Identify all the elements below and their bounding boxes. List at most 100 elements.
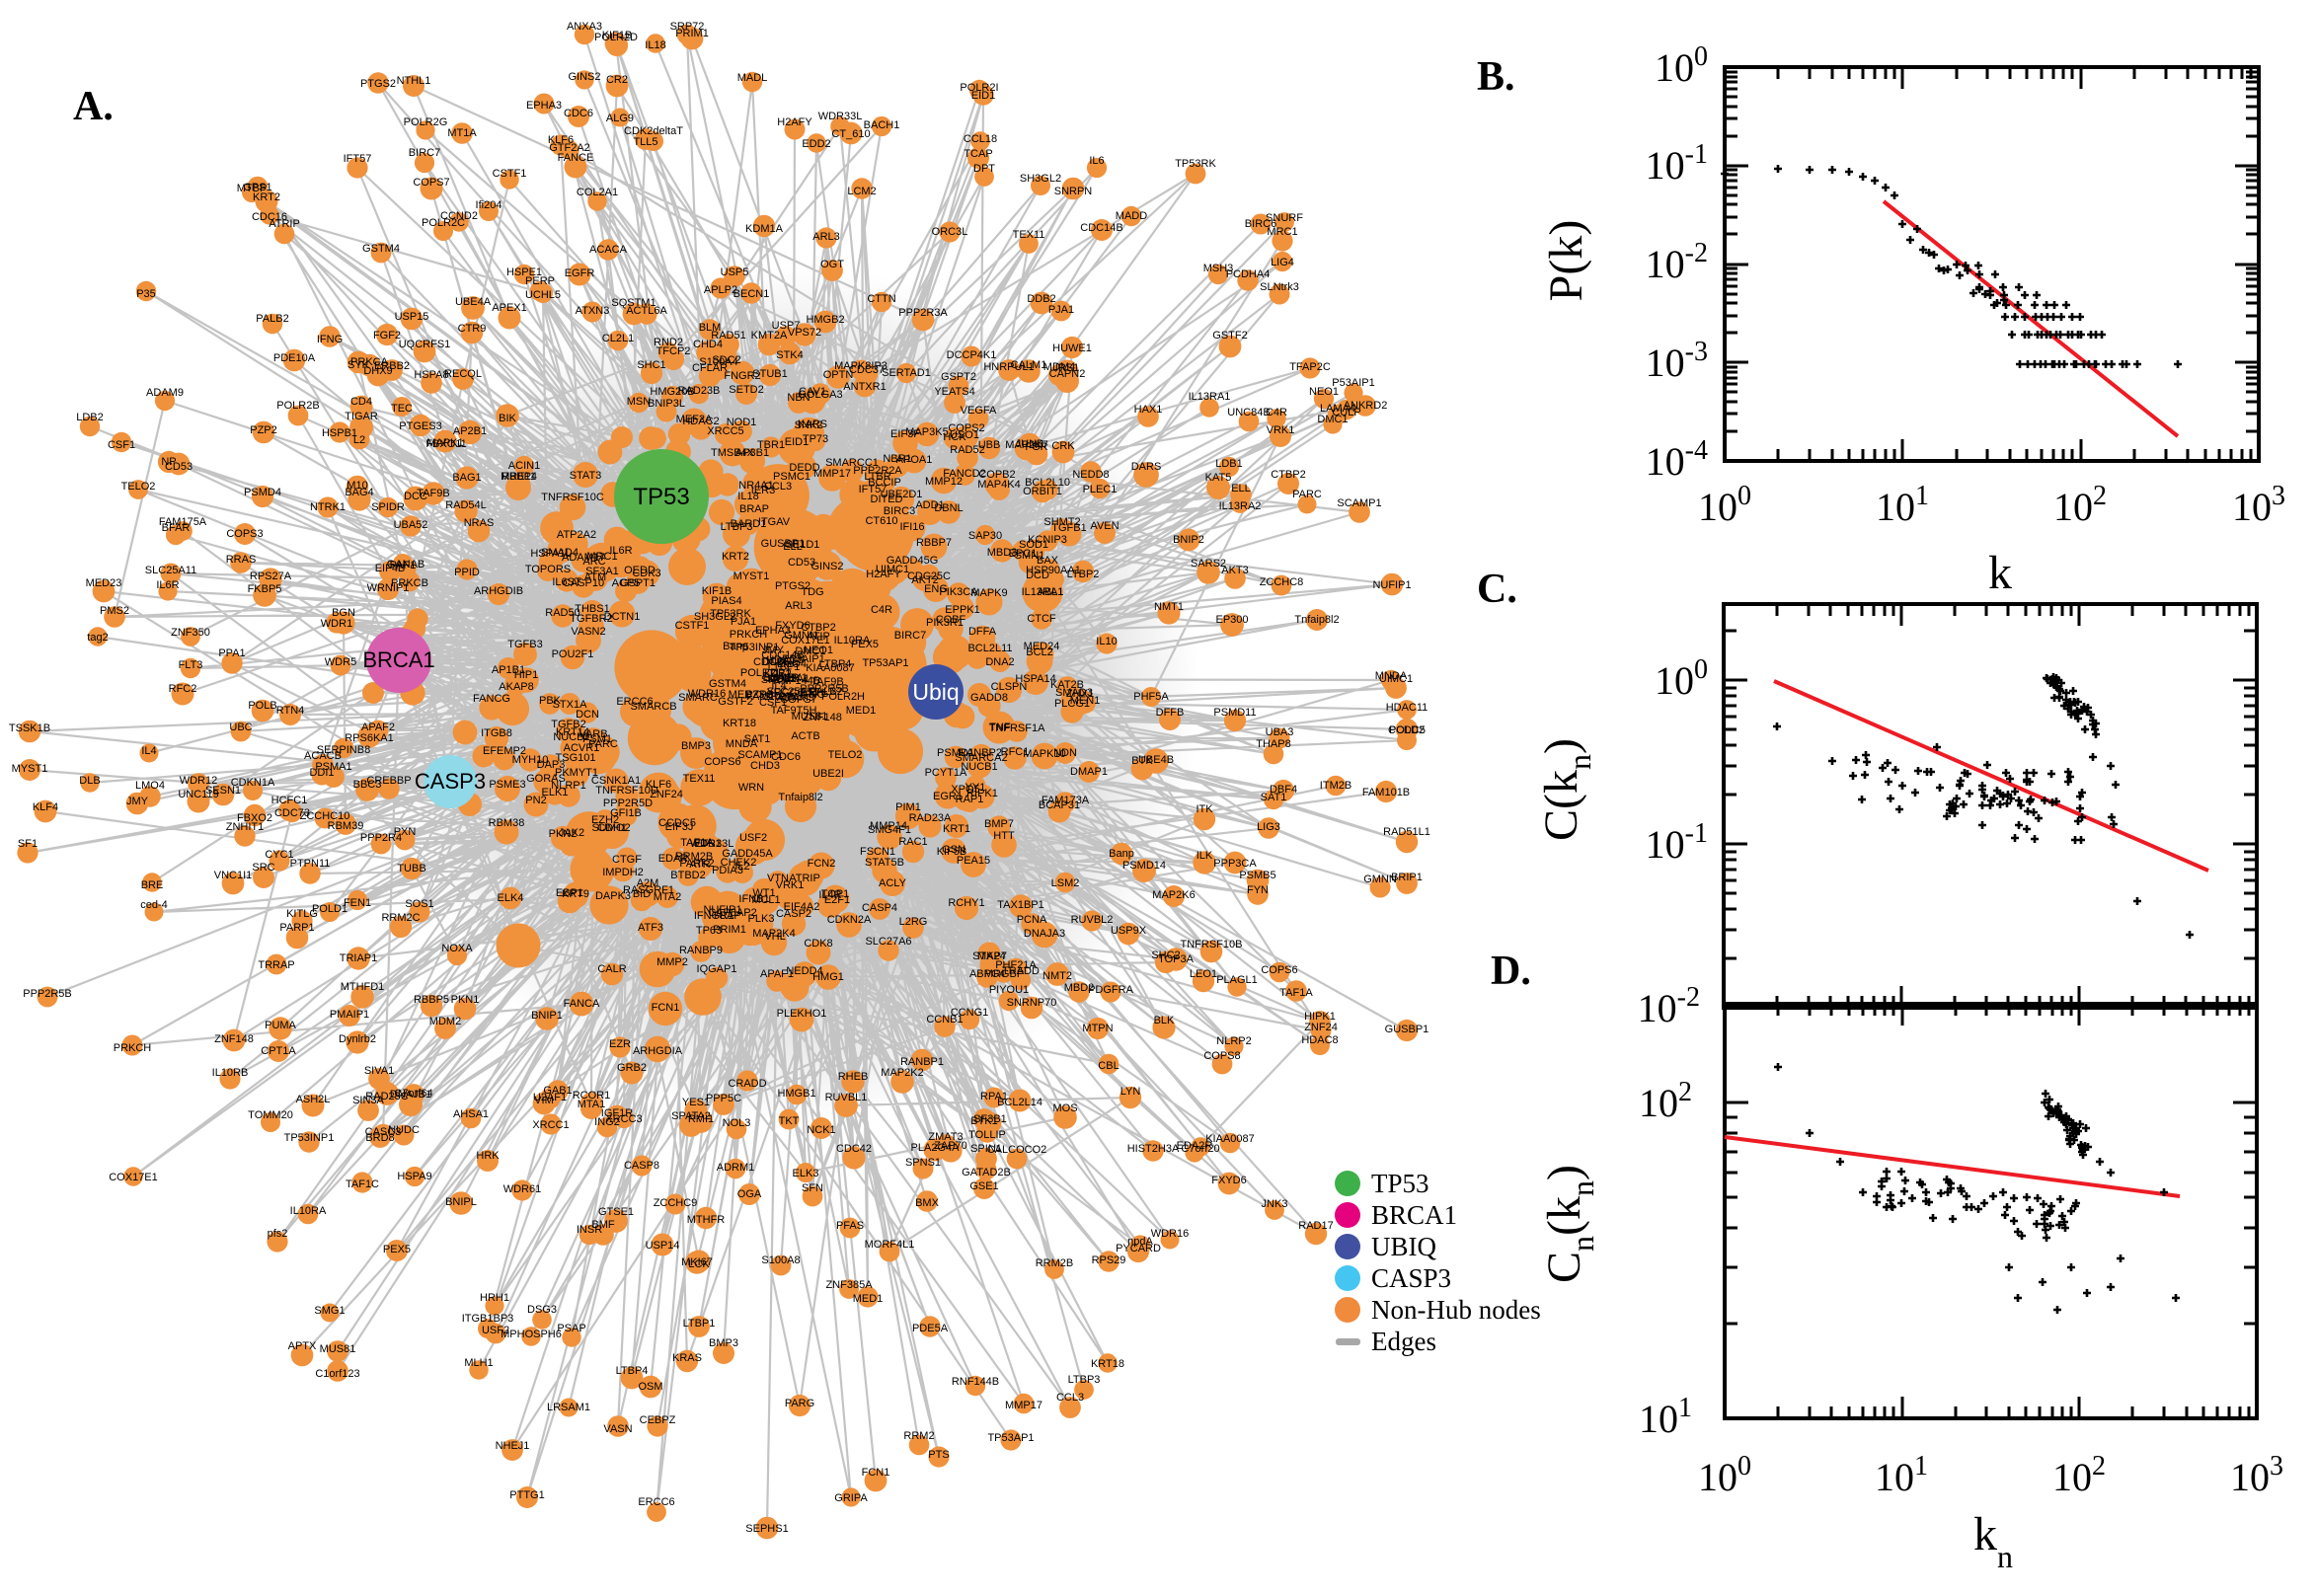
svg-text:HSPE1: HSPE1 (506, 266, 542, 278)
svg-text:102: 102 (2052, 1451, 2106, 1499)
svg-text:SPNS1: SPNS1 (905, 1157, 941, 1169)
svg-text:ORBIT1: ORBIT1 (1023, 486, 1062, 497)
svg-text:PLEKHO1: PLEKHO1 (777, 1008, 827, 1020)
svg-text:HAX1: HAX1 (1134, 404, 1163, 416)
svg-text:PSM1: PSM1 (582, 733, 612, 745)
svg-text:CCND2: CCND2 (440, 210, 478, 222)
svg-text:OGA: OGA (737, 1188, 762, 1200)
svg-text:USP15: USP15 (395, 311, 429, 323)
svg-text:RANBP9: RANBP9 (679, 945, 723, 956)
svg-text:MAP3K5: MAP3K5 (905, 426, 948, 438)
svg-text:BRE: BRE (777, 656, 800, 668)
svg-text:CAP8AP2: CAP8AP2 (708, 907, 757, 919)
svg-text:PPP2R5D: PPP2R5D (603, 798, 653, 809)
svg-text:SNRNP70: SNRNP70 (1007, 997, 1057, 1009)
svg-text:TGFBR2: TGFBR2 (570, 613, 612, 625)
svg-text:NUCB2: NUCB2 (553, 731, 589, 743)
svg-text:PMS2: PMS2 (100, 605, 129, 617)
svg-text:USF2: USF2 (482, 1325, 509, 1336)
svg-text:ATRIP: ATRIP (269, 218, 300, 230)
svg-text:EID1: EID1 (971, 90, 995, 102)
svg-text:COPS3: COPS3 (226, 528, 263, 540)
svg-text:KAT2B: KAT2B (1050, 679, 1084, 691)
svg-text:k: k (1988, 547, 2012, 599)
svg-text:KRT2: KRT2 (253, 191, 280, 203)
svg-text:KIAA0087: KIAA0087 (806, 662, 855, 674)
svg-text:MMP12: MMP12 (925, 476, 963, 488)
svg-text:LDB2: LDB2 (764, 668, 792, 680)
svg-text:CAPN2: CAPN2 (1049, 368, 1086, 380)
svg-text:LTBP3: LTBP3 (721, 521, 753, 533)
svg-text:KRT2: KRT2 (722, 551, 749, 563)
svg-text:CALM1: CALM1 (1011, 359, 1047, 371)
svg-text:TRRAP: TRRAP (258, 959, 294, 971)
svg-text:FKBP5: FKBP5 (248, 583, 282, 595)
svg-text:POLR2B: POLR2B (276, 400, 319, 412)
svg-text:DFFA: DFFA (968, 626, 997, 638)
svg-text:ATP2A2: ATP2A2 (557, 529, 596, 541)
svg-text:ZNF24: ZNF24 (650, 789, 683, 800)
svg-text:P35: P35 (136, 288, 156, 300)
svg-text:STK24: STK24 (972, 950, 1006, 962)
svg-text:MSH3: MSH3 (1203, 263, 1234, 274)
svg-text:PTGS2: PTGS2 (360, 78, 396, 90)
svg-text:DFFB: DFFB (1156, 707, 1185, 719)
svg-text:STUB1: STUB1 (752, 368, 787, 380)
svg-text:BNIP3L: BNIP3L (648, 398, 685, 410)
svg-text:PIK3CA: PIK3CA (939, 586, 978, 598)
svg-text:AP3B1: AP3B1 (735, 447, 769, 459)
svg-text:ING2: ING2 (594, 1116, 620, 1128)
svg-text:GSE1: GSE1 (969, 1180, 998, 1192)
svg-text:KDM1A: KDM1A (745, 223, 784, 235)
svg-text:AKT2: AKT2 (911, 574, 939, 586)
svg-text:PARP1: PARP1 (279, 922, 314, 934)
svg-text:EFEMP2: EFEMP2 (483, 745, 526, 757)
svg-text:CHD3: CHD3 (750, 760, 780, 772)
svg-text:UBC: UBC (229, 722, 252, 733)
svg-text:DCC: DCC (404, 491, 427, 502)
svg-text:ACTL6A: ACTL6A (626, 305, 667, 317)
svg-text:NDN: NDN (1053, 747, 1077, 759)
svg-text:DCN: DCN (576, 709, 599, 721)
svg-text:PSMD4: PSMD4 (244, 487, 281, 498)
svg-text:IL6R: IL6R (156, 579, 179, 591)
svg-text:PARK2: PARK2 (679, 858, 714, 870)
svg-text:POLR2D: POLR2D (594, 32, 638, 43)
svg-text:MADL: MADL (737, 72, 768, 84)
svg-text:PALB2: PALB2 (810, 686, 842, 698)
svg-text:ATRIP: ATRIP (789, 873, 820, 884)
svg-text:GUSBP1: GUSBP1 (1385, 1024, 1429, 1035)
svg-text:SHC1: SHC1 (637, 359, 665, 371)
svg-text:ETS1: ETS1 (694, 838, 722, 850)
svg-text:MYST1: MYST1 (733, 570, 770, 582)
svg-text:PKN2: PKN2 (549, 828, 578, 840)
svg-text:JAK2: JAK2 (559, 827, 584, 839)
svg-text:ABPC4: ABPC4 (969, 968, 1005, 980)
svg-text:FANCG: FANCG (473, 693, 510, 705)
svg-text:MRC1: MRC1 (1267, 226, 1297, 238)
svg-text:ITGB8: ITGB8 (481, 727, 512, 739)
svg-text:KRT14: KRT14 (556, 726, 589, 738)
svg-text:HTT: HTT (993, 830, 1015, 842)
svg-text:UBA52: UBA52 (394, 519, 428, 531)
svg-text:NBR1: NBR1 (883, 453, 911, 465)
svg-text:WT1: WT1 (752, 887, 775, 899)
svg-text:KRT9: KRT9 (562, 888, 589, 900)
svg-text:RUVBL1: RUVBL1 (825, 1092, 868, 1103)
svg-text:CASP2: CASP2 (776, 908, 811, 920)
svg-text:C7orf64: C7orf64 (394, 1088, 432, 1100)
svg-text:MPHOSPH6: MPHOSPH6 (501, 1329, 562, 1340)
svg-text:SETD2: SETD2 (729, 384, 763, 396)
svg-text:ADD1: ADD1 (915, 499, 944, 511)
svg-text:IL6ST: IL6ST (552, 576, 581, 588)
svg-text:BAX: BAX (1037, 555, 1059, 567)
svg-text:C.: C. (1477, 567, 1517, 612)
svg-text:pfs2: pfs2 (268, 1228, 288, 1240)
svg-text:INSR: INSR (577, 1224, 602, 1236)
svg-text:BRCA1: BRCA1 (362, 647, 434, 672)
svg-text:RRM2B: RRM2B (675, 851, 714, 863)
svg-text:ZMAT3: ZMAT3 (928, 1131, 963, 1143)
svg-text:BIRC3: BIRC3 (884, 505, 915, 517)
svg-text:EPHA3: EPHA3 (526, 100, 562, 112)
svg-text:PLCG1: PLCG1 (1054, 698, 1090, 710)
